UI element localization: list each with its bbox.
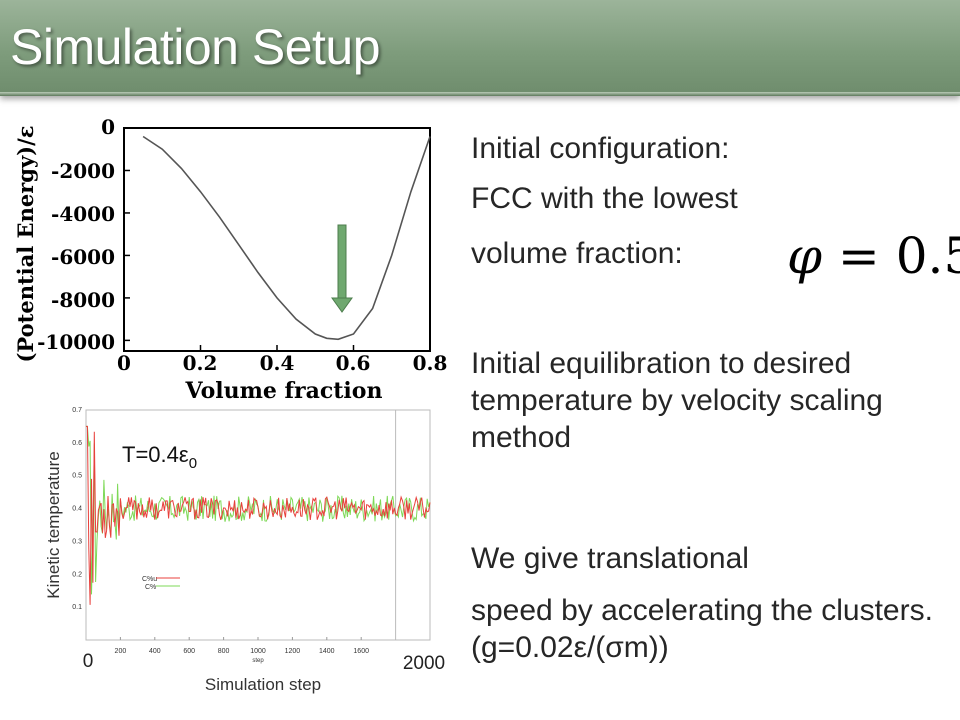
kinetic-xtick-0: 200 (115, 648, 127, 655)
energy-ytick-2: -4000 (51, 202, 115, 226)
kinetic-legend: C%u C% (142, 576, 180, 591)
title-bar: Simulation Setup (0, 0, 960, 96)
phi-symbol: φ (787, 227, 823, 285)
kinetic-x-start-label: 0 (83, 651, 94, 672)
temperature-series-red (86, 425, 431, 605)
kinetic-ytick-6: 0.1 (72, 604, 82, 611)
energy-curve (142, 135, 431, 341)
energy-xtick-3: 0.6 (336, 351, 371, 375)
kinetic-ytick-1: 0.6 (72, 440, 82, 447)
energy-x-axis-label: Volume fraction (185, 378, 383, 404)
formula-value: 0.56 (895, 227, 960, 285)
kinetic-xtick-6: 1400 (319, 648, 335, 655)
kinetic-ytick-0: 0.7 (72, 407, 82, 414)
potential-energy-chart: 0 -2000 -4000 -6000 -8000 -10000 0 0.2 0… (13, 115, 448, 404)
energy-y-axis-label: (Potential Energy)/ε (13, 125, 38, 362)
kinetic-xtick-3: 800 (218, 648, 230, 655)
volume-fraction-formula: φ = 0.56 (787, 227, 960, 285)
kinetic-ytick-3: 0.4 (72, 506, 82, 513)
energy-xtick-4: 0.8 (413, 351, 448, 375)
kinetic-x-end-label: 2000 (403, 653, 445, 674)
kinetic-xtick-4: 1000 (250, 648, 266, 655)
energy-ytick-3: -6000 (51, 245, 115, 269)
legend-label-red: C%u (142, 576, 157, 583)
energy-ytick-1: -2000 (51, 159, 115, 183)
kinetic-temperature-chart: 0.7 0.6 0.5 0.4 0.3 0.2 0.1 200 400 600 800 1000 12… (44, 407, 445, 694)
translational-line: We give translational (471, 542, 749, 575)
energy-plot-frame (123, 127, 431, 352)
kinetic-xtick-2: 600 (183, 648, 195, 655)
kinetic-x-axis-label: Simulation step (205, 675, 321, 694)
energy-ytick-5: -10000 (37, 330, 115, 354)
fcc-line: FCC with the lowest (471, 182, 738, 215)
kinetic-xtick-1: 400 (149, 648, 161, 655)
minimum-arrow (331, 224, 353, 313)
formula-equals: = (837, 227, 880, 285)
temperature-annotation: T=0.4ε0 (122, 442, 197, 472)
equilibration-paragraph: Initial equilibration to desired tempera… (471, 347, 883, 454)
kinetic-x-inner-label: step (252, 658, 264, 664)
energy-xtick-2: 0.4 (260, 351, 295, 375)
kinetic-xtick-5: 1200 (285, 648, 301, 655)
kinetic-ytick-4: 0.3 (72, 538, 82, 545)
kinetic-y-axis-label: Kinetic temperature (44, 451, 63, 598)
initial-config-line: Initial configuration: (471, 132, 730, 165)
legend-label-green: C% (145, 584, 156, 591)
kinetic-xtick-7: 1600 (353, 648, 369, 655)
energy-xtick-0: 0 (117, 351, 131, 375)
slide-title: Simulation Setup (10, 19, 381, 75)
volume-fraction-line: volume fraction: (471, 237, 683, 270)
accelerating-paragraph: speed by accelerating the clusters. (g=0… (471, 594, 933, 664)
energy-xtick-1: 0.2 (183, 351, 218, 375)
energy-ytick-0: 0 (101, 115, 115, 139)
kinetic-ytick-5: 0.2 (72, 571, 82, 578)
energy-ytick-4: -8000 (51, 288, 115, 312)
kinetic-ytick-2: 0.5 (72, 473, 82, 480)
